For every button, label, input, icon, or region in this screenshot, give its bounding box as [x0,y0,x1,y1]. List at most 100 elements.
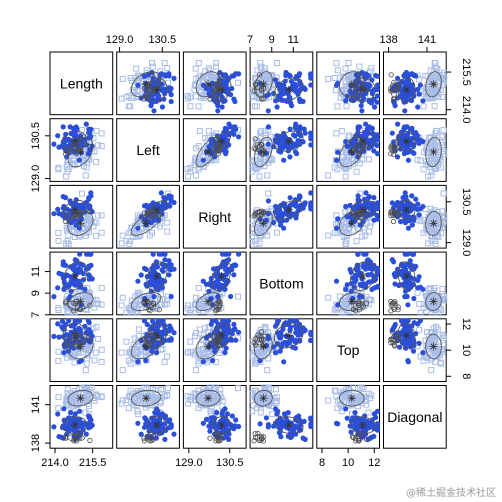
point-outlier [257,72,263,78]
point-square [331,75,338,81]
centroid-star [217,137,226,146]
point-circle [308,421,314,427]
point-circle [417,137,423,143]
point-circle [80,277,87,283]
point-circle [55,321,61,327]
point-circle [55,133,61,139]
tick-label: 10 [460,344,472,356]
variable-label: Top [337,342,360,358]
point-square [192,367,199,374]
point-circle [366,82,372,88]
point-circle [166,417,172,423]
diagonal-cell-bottom [249,251,314,316]
point-circle [392,202,398,208]
point-circle [66,318,72,324]
point-circle [404,293,410,300]
point-square [79,190,85,197]
point-circle [405,225,411,231]
point-circle [61,406,67,412]
point-circle [275,318,281,324]
point-circle [168,422,174,428]
point-square [195,103,202,110]
point-square [93,158,100,165]
point-circle [72,321,78,327]
point-circle [278,434,284,440]
point-square [55,357,62,364]
point-circle [272,323,279,329]
tick-label: 7 [30,312,42,318]
point-circle [348,429,354,435]
point-square [184,305,191,312]
point-circle [222,350,228,356]
point-square [130,354,137,361]
point-circle [83,121,89,127]
point-circle [168,85,174,92]
point-circle [223,151,229,157]
point-square [365,156,372,163]
point-square [164,297,171,304]
point-circle [365,423,371,429]
point-circle [87,251,93,257]
point-outlier [63,151,69,157]
point-square [126,305,133,312]
data-ellipse [350,261,376,291]
point-circle [281,82,287,88]
point-circle [357,124,363,130]
point-square [55,229,62,236]
point-square [71,228,78,235]
point-square [337,161,344,168]
data-ellipse [144,209,157,219]
point-square [432,166,439,172]
tick-label: 129.0 [175,457,203,469]
point-square [119,75,126,82]
point-circle [302,436,308,442]
point-circle [333,278,340,284]
point-circle [406,72,412,78]
point-circle [257,421,263,427]
data-ellipse [144,300,157,311]
point-square [345,226,352,232]
point-circle [397,344,403,350]
point-circle [67,124,73,130]
point-square [127,229,134,236]
data-ellipse [273,130,304,152]
point-circle [150,251,156,257]
point-square [342,305,349,312]
point-circle [294,151,300,157]
point-square [362,232,369,239]
data-ellipse [146,322,168,349]
point-square [95,212,102,219]
point-circle [77,251,83,257]
point-circle [344,214,350,220]
data-ellipse [67,292,94,311]
point-square [149,229,155,236]
point-circle [86,413,92,419]
point-square [417,309,424,316]
point-circle [281,339,288,346]
point-circle [413,73,419,79]
point-circle [365,272,371,278]
point-circle [363,121,369,127]
diagonal-cell-length [49,51,114,116]
point-circle [371,424,377,430]
point-circle [281,133,288,139]
point-square [119,294,126,301]
data-ellipse [350,199,376,220]
point-circle [72,257,78,263]
point-circle [399,206,405,212]
point-square [118,302,125,309]
point-square [235,79,241,86]
point-square [430,211,437,218]
data-ellipse [146,261,168,291]
point-circle [294,203,300,209]
point-circle [366,124,372,130]
data-ellipse [146,77,168,102]
point-square [196,326,203,333]
point-square [431,103,438,110]
point-circle [292,345,298,351]
point-square [434,156,441,163]
point-circle [162,251,168,257]
point-square [235,293,241,300]
point-square [185,173,192,180]
data-ellipse [130,333,162,360]
